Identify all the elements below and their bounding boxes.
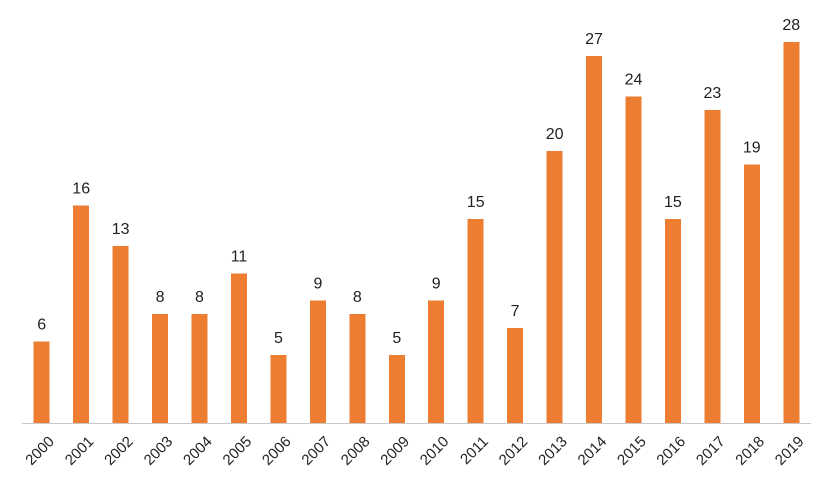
bar-2007 (309, 300, 326, 423)
bar-2009 (388, 355, 405, 423)
bar-2011 (467, 219, 484, 423)
bar-2018 (743, 164, 760, 423)
x-tick-label-2015: 2015 (614, 433, 650, 469)
bar-2015 (625, 96, 642, 423)
data-label-2011: 15 (467, 194, 485, 211)
x-tick-label-2000: 2000 (22, 433, 58, 469)
bar-2014 (586, 55, 602, 424)
x-tick-label-2007: 2007 (298, 433, 334, 469)
x-tick-label-2002: 2002 (101, 433, 137, 469)
x-tick-label-2013: 2013 (535, 433, 571, 469)
data-label-2004: 8 (195, 289, 204, 306)
bar-2017 (704, 110, 721, 423)
x-tick-label-2011: 2011 (457, 433, 492, 468)
x-tick-label-2008: 2008 (338, 433, 374, 469)
x-tick-label-2004: 2004 (180, 433, 216, 469)
x-tick-label-2003: 2003 (141, 433, 177, 469)
bar-2002 (112, 246, 129, 423)
data-label-2016: 15 (664, 194, 682, 211)
bar-2012 (507, 327, 524, 423)
x-tick-label-2019: 2019 (772, 433, 808, 469)
data-label-2000: 6 (37, 316, 46, 333)
bar-2019 (783, 42, 800, 423)
data-label-2015: 24 (625, 72, 643, 89)
x-tick-labels-layer: 2000 2001 2002 2003 2004 2005 2006 2007 2008 2009… (22, 433, 807, 469)
x-tick-label-2009: 2009 (377, 433, 413, 469)
bar-2006 (270, 355, 287, 423)
data-label-2007: 9 (313, 276, 322, 293)
data-label-2006: 5 (274, 330, 283, 347)
data-label-2009: 5 (392, 330, 401, 347)
bar-2010 (428, 300, 445, 423)
x-tick-label-2010: 2010 (417, 433, 453, 469)
data-label-2012: 7 (511, 303, 520, 320)
x-tick-label-2006: 2006 (259, 433, 295, 469)
x-tick-label-2005: 2005 (220, 433, 256, 469)
bar-2008 (349, 314, 366, 423)
data-label-2005: 11 (231, 248, 248, 265)
data-label-2002: 13 (112, 221, 130, 238)
data-label-2010: 9 (432, 276, 441, 293)
data-label-2008: 8 (353, 289, 362, 306)
data-label-2003: 8 (156, 289, 165, 306)
data-label-2018: 19 (743, 140, 761, 157)
data-label-2017: 23 (704, 85, 722, 102)
bar-2016 (664, 219, 681, 423)
data-label-2014: 27 (585, 31, 603, 48)
x-tick-label-2017: 2017 (693, 433, 729, 469)
bar-2003 (152, 314, 169, 423)
value-labels-layer: 6 16 13 8 8 11 5 9 8 5 9 15 7 20 27 24 15 23 19 28 (37, 17, 800, 347)
bars-layer (33, 42, 800, 424)
x-tick-label-2018: 2018 (732, 433, 768, 469)
data-label-2013: 20 (546, 126, 564, 143)
bar-2013 (546, 151, 563, 423)
x-tick-label-2016: 2016 (653, 433, 689, 469)
x-tick-label-2014: 2014 (575, 433, 611, 469)
data-label-2019: 28 (782, 17, 800, 34)
x-tick-label-2012: 2012 (496, 433, 532, 469)
bar-2005 (231, 273, 247, 423)
data-label-2001: 16 (72, 180, 90, 197)
bar-2001 (73, 205, 90, 423)
x-tick-label-2001: 2001 (62, 433, 98, 469)
bar-2000 (33, 341, 50, 423)
bar-2004 (191, 314, 208, 423)
